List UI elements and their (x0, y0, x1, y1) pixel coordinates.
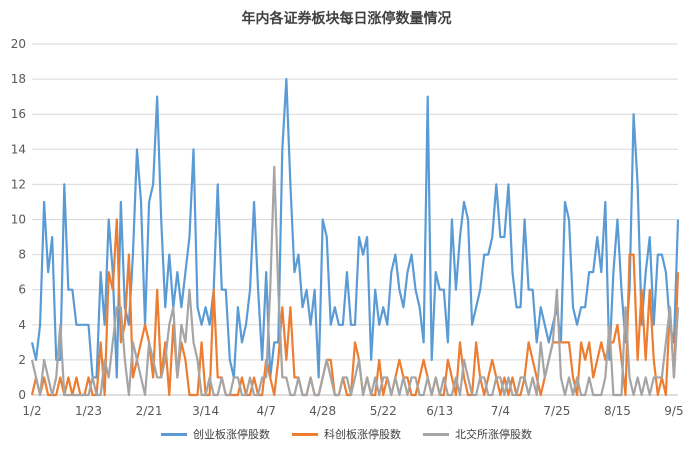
legend-swatch-orange (292, 432, 318, 436)
x-tick-label: 2/21 (136, 404, 163, 418)
x-axis-ticks: 1/2 1/23 2/21 3/14 4/7 4/28 5/22 6/13 7/4 7/25 8/1… (22, 404, 683, 418)
series-lines (30, 77, 680, 397)
legend: 创业板涨停股数 科创板涨停股数 北交所涨停股数 (0, 426, 693, 442)
y-tick-label: 8 (18, 248, 26, 262)
x-tick-label: 7/4 (491, 404, 510, 418)
x-tick-label: 6/13 (426, 404, 453, 418)
legend-swatch-blue (161, 432, 187, 436)
series-line-2 (30, 165, 680, 397)
x-tick-label: 8/15 (604, 404, 631, 418)
y-axis-ticks: 0 2 4 6 8 10 12 14 16 18 20 (11, 37, 26, 402)
x-tick-label: 4/7 (257, 404, 276, 418)
series-line-1 (30, 218, 680, 397)
x-tick-label: 3/14 (192, 404, 219, 418)
x-tick-label: 1/2 (22, 404, 41, 418)
grid-lines (32, 43, 678, 396)
legend-swatch-gray (423, 432, 449, 436)
y-tick-label: 18 (11, 72, 26, 86)
legend-item-kechuang[interactable]: 科创板涨停股数 (292, 426, 401, 442)
y-tick-label: 20 (11, 37, 26, 51)
chart-title: 年内各证券板块每日涨停数量情况 (241, 11, 452, 27)
y-tick-label: 4 (18, 318, 26, 332)
legend-item-chuangye[interactable]: 创业板涨停股数 (161, 426, 270, 442)
y-tick-label: 10 (11, 213, 26, 227)
x-tick-label: 9/5 (664, 404, 683, 418)
series-line-0 (30, 77, 680, 379)
y-tick-label: 16 (11, 107, 26, 121)
x-tick-label: 5/22 (370, 404, 397, 418)
y-tick-label: 2 (18, 353, 26, 367)
legend-label: 北交所涨停股数 (455, 428, 532, 441)
legend-label: 科创板涨停股数 (324, 428, 401, 441)
y-tick-label: 12 (11, 177, 26, 191)
x-tick-label: 4/28 (309, 404, 336, 418)
x-tick-label: 7/25 (543, 404, 570, 418)
y-tick-label: 6 (18, 283, 26, 297)
y-tick-label: 14 (11, 142, 26, 156)
legend-item-beijiao[interactable]: 北交所涨停股数 (423, 426, 532, 442)
x-tick-label: 1/23 (75, 404, 102, 418)
y-tick-label: 0 (18, 388, 26, 402)
legend-label: 创业板涨停股数 (193, 428, 270, 441)
